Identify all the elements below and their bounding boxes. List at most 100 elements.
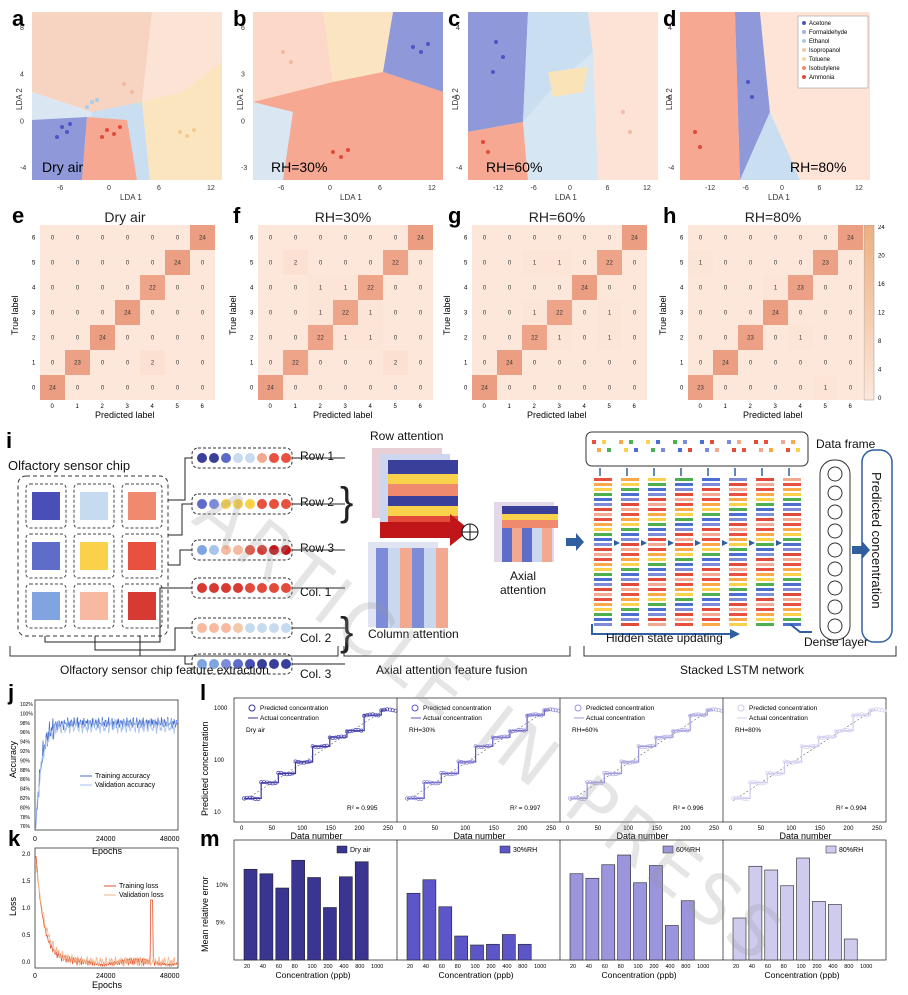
data-frame-pixel: [661, 448, 665, 452]
chip-cell-frame: [73, 583, 115, 629]
ideal-line: [569, 709, 711, 801]
feature-dot: [257, 453, 267, 463]
lstm-unit: [648, 528, 666, 531]
cm-value: 0: [633, 336, 637, 342]
cm-ytick: 3: [250, 311, 254, 317]
prediction-point: [865, 713, 870, 718]
lstm-unit: [594, 513, 612, 516]
lstm-unit: [648, 593, 666, 596]
cm-value: 0: [176, 361, 180, 367]
cm-value: 0: [176, 311, 180, 317]
data-frame-pixel: [646, 440, 650, 444]
cm-value: 23: [74, 361, 81, 367]
error-bar: [796, 857, 810, 961]
cm-xtick: 6: [849, 404, 853, 410]
cm-ytick: 6: [464, 236, 468, 242]
cm-value: 0: [849, 261, 853, 267]
cm-cell: [383, 250, 408, 275]
feature-dot: [233, 545, 243, 555]
loss-xtick-0: 0: [33, 973, 37, 980]
cm-cell: [788, 275, 813, 300]
prediction-point: [539, 713, 544, 718]
legend-actual: Actual concentration: [423, 715, 482, 722]
lstm-unit: [594, 553, 612, 556]
lstm-unit: [594, 613, 612, 616]
cm-cell: [472, 375, 497, 400]
cm-xtick: 0: [699, 404, 703, 410]
lstm-unit: [621, 568, 639, 571]
cm-cell: [115, 325, 140, 350]
data-frame-pixel: [786, 448, 790, 452]
data-frame-pixel: [624, 448, 628, 452]
cm-value: 1: [799, 336, 803, 342]
cm-value: 0: [749, 286, 753, 292]
cm-value: 1: [344, 286, 348, 292]
lstm-unit: [621, 538, 639, 541]
cm-value: 1: [558, 261, 562, 267]
cm-ytick: 1: [680, 361, 684, 367]
lstm-unit: [756, 618, 774, 621]
bar-xtick: 80: [292, 964, 298, 970]
cm-cell: [408, 250, 433, 275]
cm-value: 0: [369, 361, 373, 367]
legend-actual: Actual concentration: [749, 715, 808, 722]
lstm-unit: [729, 558, 747, 561]
lstm-unit: [702, 558, 720, 561]
cm-cell: [140, 250, 165, 275]
cm-value: 0: [151, 236, 155, 242]
lstm-unit: [783, 518, 801, 521]
cm-value: 0: [724, 336, 728, 342]
cm-value: 0: [633, 386, 637, 392]
regression-condition: Dry air: [246, 727, 266, 734]
lstm-unit: [702, 623, 720, 626]
lstm-unit: [648, 538, 666, 541]
regression-xtick: 50: [595, 826, 602, 832]
error-bar: [633, 882, 647, 961]
acc-ytick: 88%: [20, 768, 31, 774]
dense-node: [827, 523, 843, 539]
column-attention-label: Column attention: [368, 627, 459, 641]
cm-value: 0: [483, 361, 487, 367]
cm-value: 0: [151, 261, 155, 267]
lstm-unit: [675, 493, 693, 496]
lstm-unit: [594, 618, 612, 621]
chip-cell-frame: [121, 583, 163, 629]
lstm-unit: [756, 553, 774, 556]
cm-cell: [165, 350, 190, 375]
acc-ytick: 98%: [20, 721, 31, 727]
lstm-unit: [702, 618, 720, 621]
lstm-unit: [729, 533, 747, 536]
cm-value: 0: [849, 286, 853, 292]
prediction-point: [633, 759, 638, 764]
cm-cell: [258, 350, 283, 375]
cm-ylabel: True label: [10, 295, 20, 335]
row3-label: Row 3: [300, 541, 334, 555]
lstm-unit: [729, 588, 747, 591]
acc-ytick: 90%: [20, 758, 31, 764]
lstm-unit: [729, 573, 747, 576]
lstm-unit: [675, 478, 693, 481]
cm-cell: [713, 350, 738, 375]
cm-value: 0: [849, 311, 853, 317]
cm-ylabel: True label: [658, 295, 668, 335]
prediction-point: [582, 797, 587, 801]
cm-value: 0: [269, 261, 273, 267]
cm-value: 0: [151, 311, 155, 317]
cm-value: 0: [294, 386, 298, 392]
error-bar: [517, 943, 532, 961]
lstm-unit: [594, 528, 612, 531]
acc-ytick: 84%: [20, 787, 31, 793]
cm-cell: [115, 225, 140, 250]
data-frame-pixel: [742, 448, 746, 452]
error-bar: [601, 864, 616, 961]
lstm-unit: [675, 593, 693, 596]
cm-value: 22: [149, 286, 156, 292]
axial-attention-label-2: attention: [500, 583, 546, 597]
cm-value: 0: [583, 236, 587, 242]
lstm-unit: [621, 608, 639, 611]
cm-cell: [383, 300, 408, 325]
prediction-point: [779, 771, 784, 776]
regression-xtick: 250: [383, 826, 394, 832]
bar-xtick: 80: [781, 964, 787, 970]
lstm-arrow: [614, 540, 620, 546]
